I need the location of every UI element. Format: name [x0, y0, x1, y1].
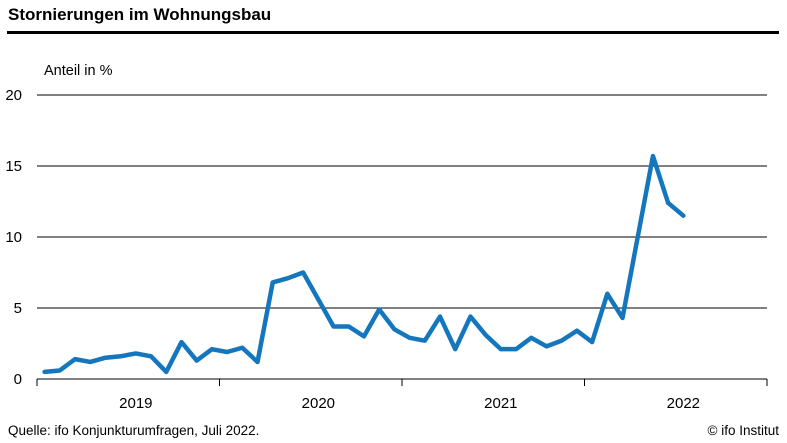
source-note: Quelle: ifo Konjunkturumfragen, Juli 202… [8, 423, 260, 438]
y-axis-label: Anteil in % [44, 63, 113, 79]
footer: Quelle: ifo Konjunkturumfragen, Juli 202… [8, 423, 779, 438]
data-line-series [42, 153, 686, 375]
y-tick-label: 5 [14, 300, 22, 317]
page-title: Stornierungen im Wohnungsbau [8, 5, 272, 24]
y-tick-label: 10 [5, 229, 22, 246]
y-tick-label: 15 [5, 158, 22, 175]
title-rule [7, 31, 779, 34]
x-year-label: 2020 [302, 395, 335, 412]
copyright-note: © ifo Institut [707, 423, 779, 438]
y-tick-label: 20 [5, 87, 22, 104]
x-year-label: 2021 [484, 395, 517, 412]
x-year-label: 2019 [119, 395, 152, 412]
x-year-label: 2022 [667, 395, 700, 412]
y-tick-label: 0 [14, 371, 22, 388]
